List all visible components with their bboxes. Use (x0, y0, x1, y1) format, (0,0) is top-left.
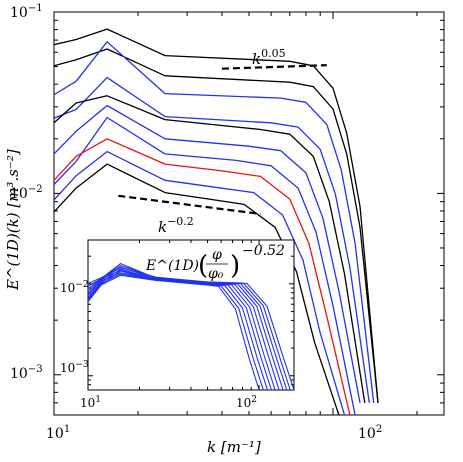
inset-formula: E^(1D) ( φ φ₀ ) −0.52 (145, 243, 285, 282)
series-line-4 (54, 76, 370, 403)
series-line-10 (54, 163, 340, 415)
inset-formula-left-paren: ( (198, 251, 208, 281)
svg-text:φ₀: φ₀ (208, 266, 224, 282)
slope-line-upper (221, 64, 327, 70)
inset-y-tick-label-1e-2: 10−2 (60, 280, 89, 295)
x-tick-label-1e1: 101 (46, 424, 70, 442)
main-axis-ticks (53, 11, 444, 416)
series-line-9 (54, 150, 346, 415)
svg-text:φ: φ (212, 247, 222, 263)
slope-label-lower: k−0.2 (158, 215, 194, 236)
slope-line-lower (118, 194, 261, 216)
slope-label-upper: k0.05 (252, 47, 286, 68)
main-series-group (54, 28, 379, 415)
y-axis-label: E^(1D)(k) [m³.s⁻²] (4, 149, 22, 291)
series-line-7 (54, 116, 356, 415)
y-tick-label-1e-2: 10−2 (10, 184, 43, 202)
svg-text:E^(1D): E^(1D) (145, 258, 199, 274)
x-tick-label-1e2: 102 (358, 424, 382, 442)
main-annotations (118, 64, 327, 216)
series-line-5 (54, 95, 366, 404)
inset-x-tick-label-1e1: 101 (80, 395, 101, 410)
series-line-6 (54, 104, 361, 404)
inset-series-group (88, 263, 294, 390)
inset-y-tick-label-1e-3: 10−3 (60, 360, 89, 375)
x-axis-label: k [m⁻¹] (207, 438, 261, 456)
y-tick-label-1e-3: 10−3 (10, 364, 43, 382)
series-line-3 (54, 41, 375, 403)
inset-x-tick-label-1e2: 102 (236, 395, 257, 410)
series-line-2 (54, 48, 379, 403)
inset-series-line-10 (88, 274, 260, 390)
svg-text:−0.52: −0.52 (242, 243, 285, 259)
series-line-1 (54, 28, 379, 403)
y-tick-label-1e-1: 10−1 (10, 3, 43, 21)
series-line-8 (54, 138, 351, 415)
inset-formula-right-paren: ) (230, 251, 240, 281)
